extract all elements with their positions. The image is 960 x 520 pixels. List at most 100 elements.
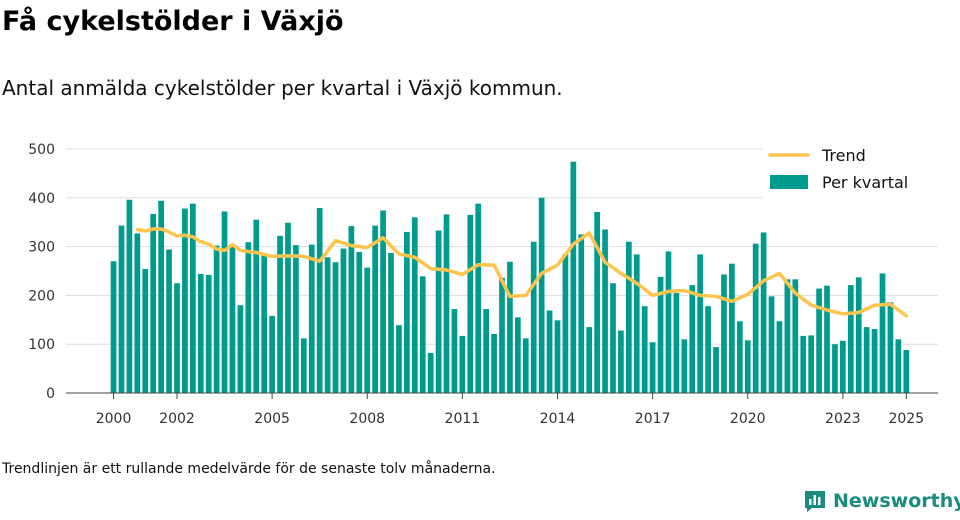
bar <box>816 288 822 393</box>
bar <box>340 248 347 393</box>
bar <box>293 245 299 393</box>
bar <box>316 208 323 393</box>
bar <box>562 253 569 393</box>
bar <box>689 285 696 393</box>
bar <box>411 217 418 393</box>
bar <box>792 279 799 393</box>
bar <box>586 327 593 393</box>
bar <box>847 285 854 393</box>
x-axis: 2000 2002 2005 2008 2011 2014 2017 2020 2023 2025 <box>66 392 938 427</box>
bar <box>657 276 664 393</box>
bar <box>134 233 141 393</box>
bar <box>752 243 759 393</box>
bar <box>760 232 767 393</box>
trend-line <box>135 227 909 318</box>
bar <box>435 230 442 393</box>
x-tick-label: 2005 <box>254 411 290 427</box>
bars <box>110 161 910 393</box>
bar <box>300 338 307 393</box>
y-tick-label: 500 <box>28 142 55 158</box>
chart-subtitle: Antal anmälda cykelstölder per kvartal i… <box>2 76 563 100</box>
bar <box>197 273 204 393</box>
bar <box>625 241 632 393</box>
bar <box>538 197 545 393</box>
bar <box>253 219 260 393</box>
bar <box>871 329 878 393</box>
legend-bar-swatch <box>770 175 808 189</box>
bar <box>483 309 489 393</box>
y-tick-label: 0 <box>46 386 55 402</box>
bar <box>895 339 902 393</box>
bar <box>118 225 125 393</box>
bar <box>269 315 275 393</box>
bar <box>744 340 751 393</box>
bar <box>499 277 505 393</box>
bar <box>459 335 466 393</box>
bar <box>491 333 497 393</box>
y-tick-label: 400 <box>28 191 55 207</box>
bar <box>713 347 719 393</box>
bar <box>887 302 894 393</box>
bar <box>396 325 402 393</box>
bar <box>515 317 521 393</box>
bar <box>364 267 371 393</box>
bar <box>903 350 910 393</box>
bar <box>404 231 410 393</box>
footnote: Trendlinjen är ett rullande medelvärde f… <box>2 461 496 477</box>
x-tick-label: 2008 <box>349 411 385 427</box>
bar <box>451 309 458 393</box>
x-tick-label: 2017 <box>635 411 671 427</box>
bar <box>158 200 164 393</box>
bar <box>205 274 212 393</box>
newsworthy-logo-icon <box>805 491 825 512</box>
bar <box>681 339 688 393</box>
bar <box>594 211 600 393</box>
bar <box>736 321 743 393</box>
bar <box>649 342 656 393</box>
bar <box>150 213 157 393</box>
x-tick-label: 2014 <box>540 411 576 427</box>
trend-line-group <box>135 227 909 318</box>
brand-logo: Newsworthy <box>803 489 960 513</box>
legend-trend-label: Trend <box>821 146 866 165</box>
bar <box>729 263 735 393</box>
bar <box>776 321 783 393</box>
bar <box>610 283 616 393</box>
bar <box>189 203 196 393</box>
bar <box>578 234 585 393</box>
bar <box>419 276 426 393</box>
bar <box>221 211 228 393</box>
bar <box>166 249 172 393</box>
x-tick-label: 2000 <box>96 411 132 427</box>
bar <box>721 274 727 393</box>
x-tick-label: 2002 <box>159 411 195 427</box>
bar <box>475 203 482 393</box>
legend-background <box>762 142 938 200</box>
bar <box>142 269 149 393</box>
bar <box>641 306 648 393</box>
bar <box>443 214 450 393</box>
bar <box>110 261 117 393</box>
bar <box>570 161 577 393</box>
bar <box>237 305 244 393</box>
bar <box>174 283 180 393</box>
bar <box>618 330 624 393</box>
bar <box>665 251 672 393</box>
x-tick-label: 2025 <box>888 411 924 427</box>
bar <box>554 320 561 393</box>
bar <box>285 222 291 393</box>
y-tick-label: 200 <box>28 288 55 304</box>
bar <box>808 335 815 393</box>
bar <box>380 210 386 393</box>
bar <box>855 277 862 393</box>
y-axis: 0 100 200 300 400 500 <box>28 142 55 402</box>
x-tick-label: 2011 <box>445 411 481 427</box>
bar <box>332 262 339 393</box>
bar <box>824 285 830 393</box>
chart-title: Få cykelstölder i Växjö <box>2 6 344 37</box>
bar <box>213 245 220 393</box>
x-tick-label: 2020 <box>730 411 766 427</box>
bar <box>840 340 846 393</box>
bar <box>705 306 711 393</box>
bar <box>832 344 838 393</box>
